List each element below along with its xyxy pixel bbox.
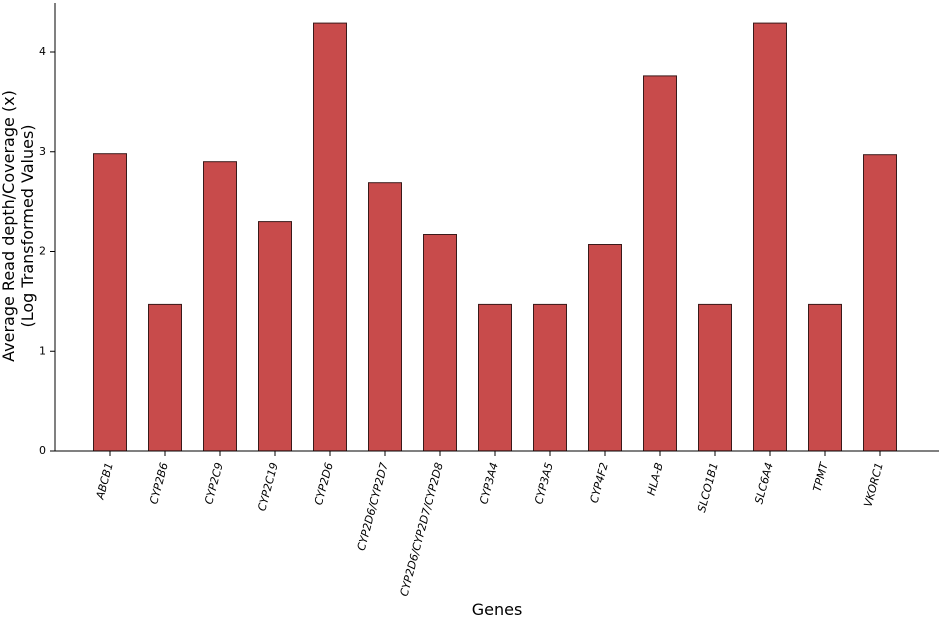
y-tick-label: 3 <box>39 145 46 158</box>
bar-cyp2c9 <box>203 161 237 452</box>
y-tick-label: 0 <box>39 444 46 457</box>
y-tick-label: 4 <box>39 45 46 58</box>
x-tick-label: VKORC1 <box>861 461 885 508</box>
bar-vkorc1 <box>863 154 897 452</box>
x-tick-label: CYP2B6 <box>147 461 171 505</box>
y-tick-label: 1 <box>39 344 46 357</box>
x-tick-label: SLCO1B1 <box>695 461 721 514</box>
bar-cyp2d6-cyp2d7 <box>368 182 402 452</box>
x-axis-title: Genes <box>472 600 523 617</box>
bar-cyp2d6-cyp2d7-cyp2d8 <box>423 234 457 452</box>
y-axis-title-line-2: (Log Transformed Values) <box>18 124 37 327</box>
bar-slc6a4 <box>753 22 787 452</box>
x-tick-label: CYP2C19 <box>255 461 280 512</box>
bar-cyp3a5 <box>533 303 567 452</box>
y-axis-title-line-1: Average Read depth/Coverage (x) <box>0 90 18 362</box>
x-tick-label: CYP2D6 <box>312 461 336 506</box>
bar-slco1b1 <box>698 303 732 452</box>
y-tick-label: 2 <box>39 245 46 258</box>
bar-hla-b <box>643 75 677 452</box>
x-tick-label: CYP4F2 <box>588 461 611 504</box>
bar-cyp2d6 <box>313 22 347 452</box>
x-tick-label: TPMT <box>811 460 832 493</box>
x-tick-label: SLC6A4 <box>752 461 776 505</box>
bars-group <box>93 22 897 452</box>
x-tick-label: CYP3A5 <box>532 461 556 505</box>
bar-tpmt <box>808 303 842 452</box>
bar-cyp4f2 <box>588 244 622 452</box>
y-axis: 0 1 2 3 4 <box>39 3 56 457</box>
x-tick-label: HLA-B <box>645 461 666 497</box>
x-axis: ABCB1 CYP2B6 CYP2C9 CYP2C19 CYP2D6 CYP2D6/CYP… <box>55 450 939 598</box>
x-tick-label: CYP2C9 <box>202 461 226 506</box>
bar-abcb1 <box>93 153 127 452</box>
x-tick-label: CYP3A4 <box>477 461 501 505</box>
x-tick-label: CYP2D6/CYP2D7 <box>355 461 391 552</box>
bar-cyp3a4 <box>478 303 512 452</box>
x-tick-label: CYP2D6/CYP2D7/CYP2D8 <box>398 461 446 598</box>
bar-cyp2b6 <box>148 303 182 452</box>
bar-cyp2c19 <box>258 221 292 452</box>
x-tick-label: ABCB1 <box>93 461 115 501</box>
